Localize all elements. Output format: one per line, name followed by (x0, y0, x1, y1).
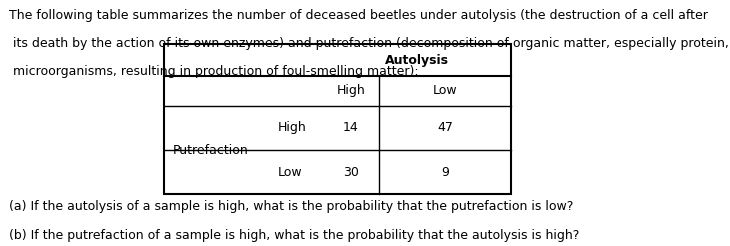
Text: 9: 9 (441, 166, 449, 179)
Text: Low: Low (277, 166, 302, 179)
Text: (b) If the putrefaction of a sample is high, what is the probability that the au: (b) If the putrefaction of a sample is h… (9, 229, 579, 242)
Text: Putrefaction: Putrefaction (173, 144, 249, 156)
Text: 14: 14 (343, 122, 358, 134)
Text: 47: 47 (437, 122, 453, 134)
Text: Autolysis: Autolysis (385, 54, 448, 66)
Text: microorganisms, resulting in production of foul-smelling matter):: microorganisms, resulting in production … (9, 65, 418, 78)
Text: its death by the action of its own enzymes) and putrefaction (decomposition of o: its death by the action of its own enzym… (9, 37, 730, 50)
Text: The following table summarizes the number of deceased beetles under autolysis (t: The following table summarizes the numbe… (9, 9, 707, 22)
Text: 30: 30 (342, 166, 358, 179)
Text: (a) If the autolysis of a sample is high, what is the probability that the putre: (a) If the autolysis of a sample is high… (9, 200, 573, 214)
Text: High: High (277, 122, 306, 134)
Bar (164, 44, 511, 194)
Text: High: High (337, 84, 365, 97)
Text: Low: Low (433, 84, 458, 97)
